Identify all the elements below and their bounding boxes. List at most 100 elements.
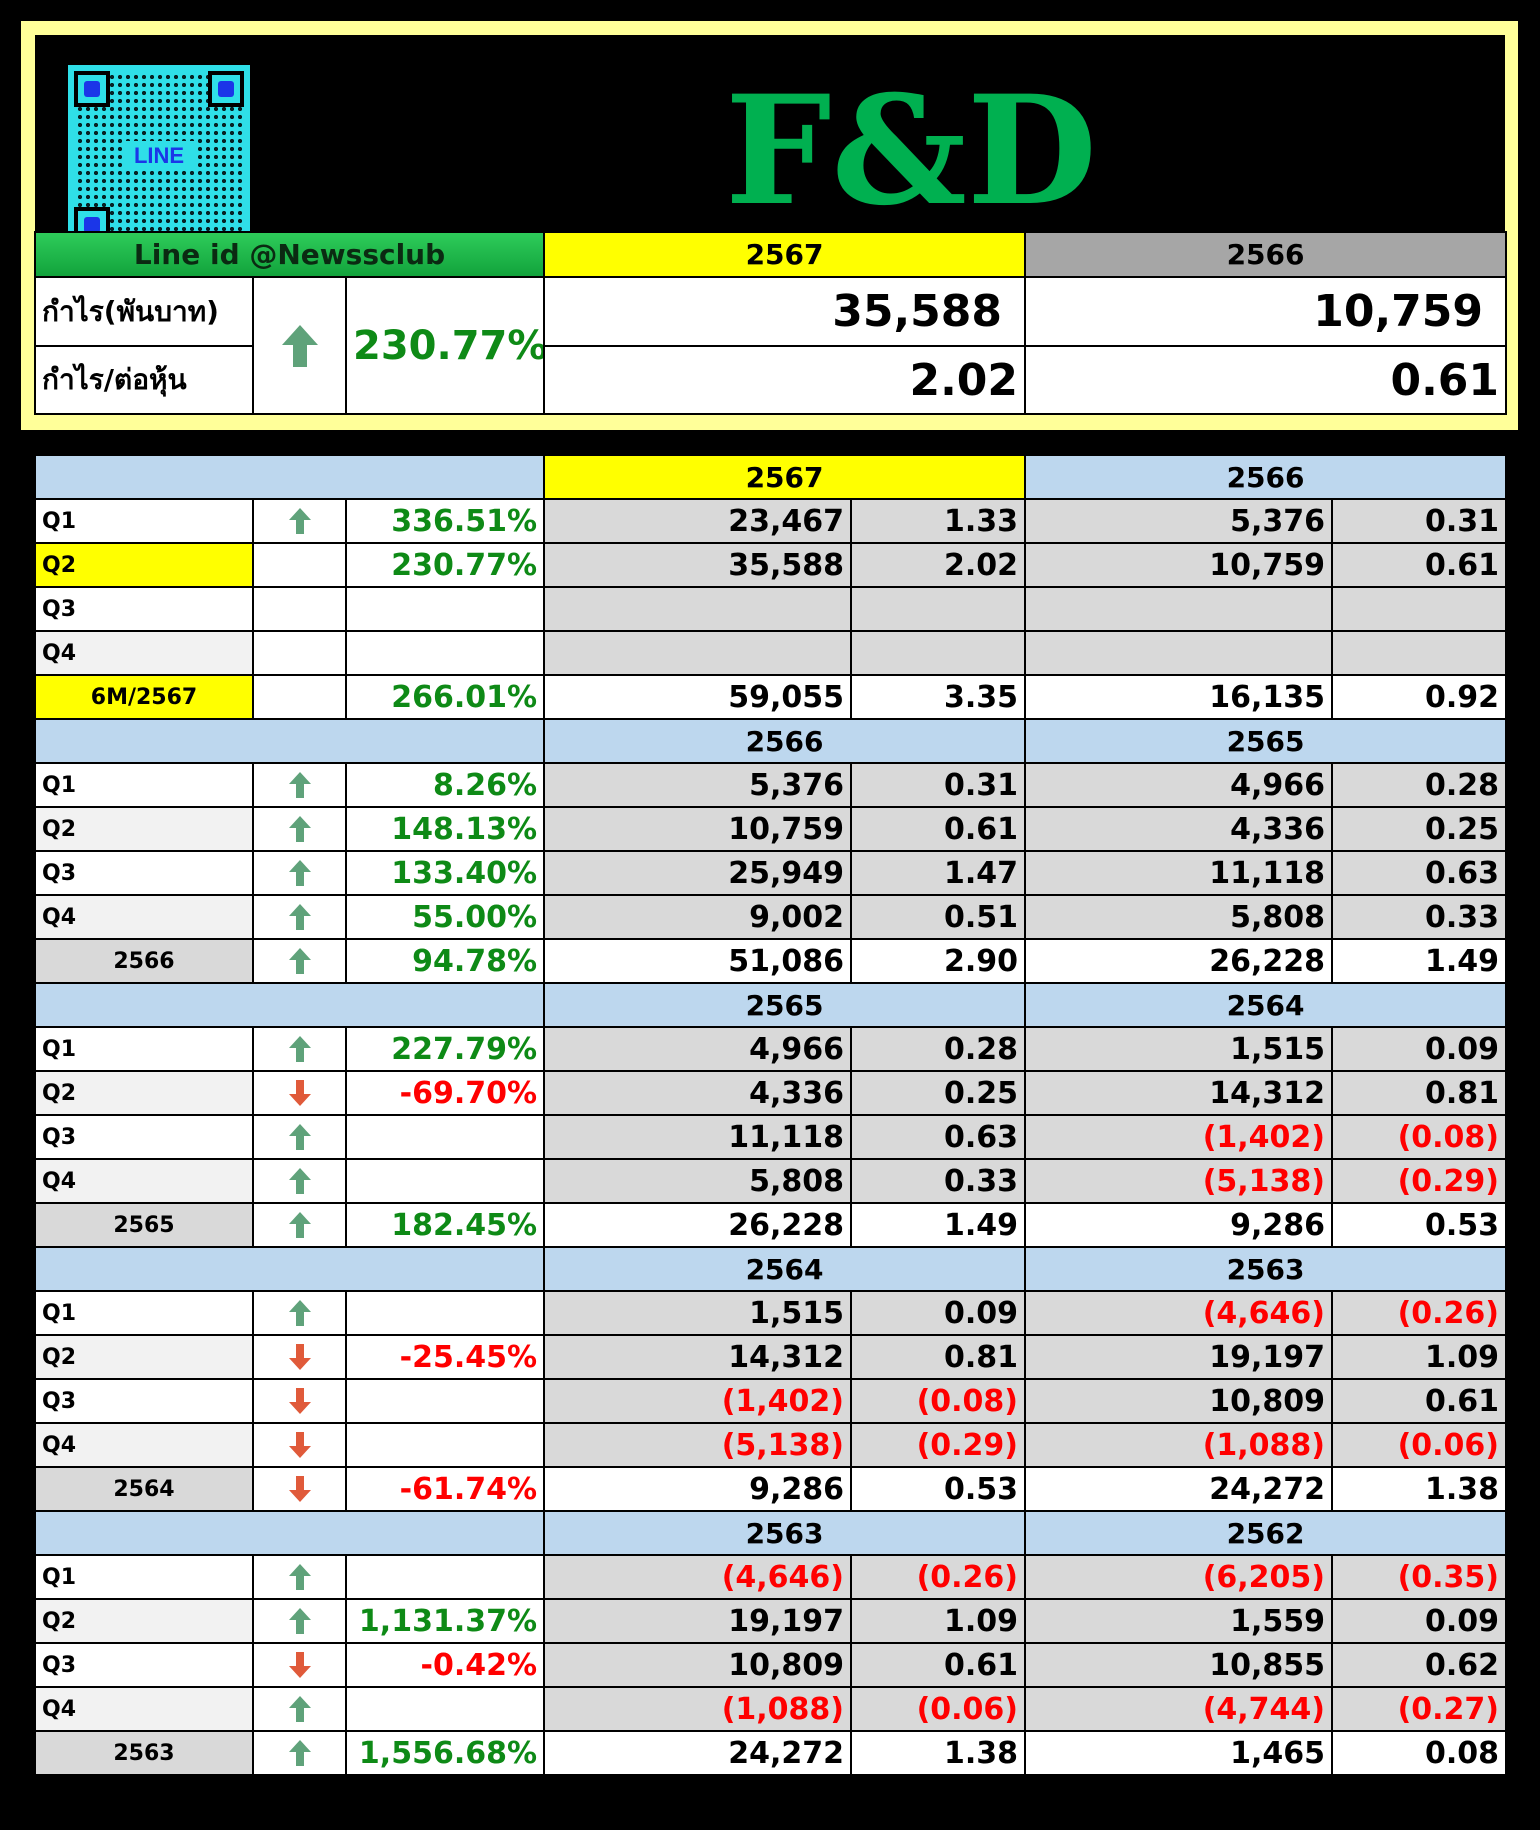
- arrow-down-icon: [288, 1080, 311, 1106]
- section-year-previous: 2563: [1024, 1246, 1508, 1292]
- eps-previous: [1331, 586, 1508, 632]
- trend-cell: [252, 1202, 347, 1248]
- profit-previous: 4,336: [1024, 806, 1334, 852]
- profit-current: 24,272: [543, 1730, 853, 1776]
- eps-current: 0.25: [850, 1070, 1027, 1116]
- trend-cell: [252, 1378, 347, 1424]
- change-percent: 1,131.37%: [344, 1598, 546, 1644]
- row-label: Q1: [34, 1026, 254, 1072]
- row-label: 2566: [34, 938, 254, 984]
- section-header-row: 2563 2562: [33, 1510, 1508, 1556]
- change-percent: 336.51%: [344, 498, 546, 544]
- eps-previous: 0.53: [1331, 1202, 1508, 1248]
- section-year-previous: 2564: [1024, 982, 1508, 1028]
- eps-previous: 0.61: [1331, 542, 1508, 588]
- profit-previous: (5,138): [1024, 1158, 1334, 1204]
- profit-previous: 1,559: [1024, 1598, 1334, 1644]
- change-percent: 55.00%: [344, 894, 546, 940]
- trend-cell: [252, 1026, 347, 1072]
- profit-current: 9,002: [543, 894, 853, 940]
- eps-current: [850, 630, 1027, 676]
- change-percent: 230.77%: [344, 542, 546, 588]
- profit-previous: [1024, 630, 1334, 676]
- row-label: Q1: [34, 1554, 254, 1600]
- profit-previous: 5,376: [1024, 498, 1334, 544]
- summary-year-current: 2567: [543, 231, 1027, 278]
- trend-cell: [252, 1114, 347, 1160]
- arrow-up-icon: [288, 1124, 311, 1150]
- profit-label: กำไร(พันบาท): [34, 276, 254, 347]
- change-percent: -69.70%: [344, 1070, 546, 1116]
- quarter-row: Q3 -0.42% 10,809 0.61 10,855 0.62: [34, 1642, 1508, 1688]
- summary-eps-current: 2.02: [543, 345, 1027, 415]
- arrow-down-icon: [288, 1344, 311, 1370]
- eps-current: 3.35: [850, 674, 1027, 720]
- trend-cell: [252, 938, 347, 984]
- profit-current: 11,118: [543, 1114, 853, 1160]
- section-year-current: 2567: [543, 454, 1027, 500]
- section-year-current: 2565: [543, 982, 1027, 1028]
- row-label: 6M/2567: [34, 674, 254, 720]
- change-percent: 94.78%: [344, 938, 546, 984]
- eps-previous: 0.63: [1331, 850, 1508, 896]
- profit-previous: (4,744): [1024, 1686, 1334, 1732]
- section-header-blank: [33, 1246, 546, 1292]
- profit-current: 51,086: [543, 938, 853, 984]
- eps-current: (0.06): [850, 1686, 1027, 1732]
- arrow-up-icon: [288, 1608, 311, 1634]
- profit-current: 14,312: [543, 1334, 853, 1380]
- eps-current: 0.61: [850, 806, 1027, 852]
- stock-logo: F&D: [725, 63, 1097, 239]
- trend-cell: [252, 1466, 347, 1512]
- row-label: 2563: [34, 1730, 254, 1776]
- summary-profit-previous: 10,759: [1024, 276, 1508, 347]
- line-qr-code[interactable]: LINE: [68, 65, 250, 249]
- row-label: Q4: [34, 630, 254, 676]
- profit-current: 19,197: [543, 1598, 853, 1644]
- trend-cell: [252, 1334, 347, 1380]
- arrow-up-icon: [288, 1564, 311, 1590]
- section-header-blank: [33, 454, 546, 500]
- profit-current: 59,055: [543, 674, 853, 720]
- row-label: Q4: [34, 1422, 254, 1468]
- arrow-up-icon: [288, 772, 311, 798]
- eps-previous: 0.25: [1331, 806, 1508, 852]
- eps-current: 2.90: [850, 938, 1027, 984]
- trend-cell: [252, 498, 347, 544]
- profit-current: (1,402): [543, 1378, 853, 1424]
- profit-current: [543, 586, 853, 632]
- section-year-previous: 2566: [1024, 454, 1508, 500]
- section-header-blank: [33, 982, 546, 1028]
- trend-cell: [252, 1290, 347, 1336]
- eps-previous: (0.08): [1331, 1114, 1508, 1160]
- eps-previous: 0.09: [1331, 1026, 1508, 1072]
- change-percent: [344, 630, 546, 676]
- eps-current: 0.61: [850, 1642, 1027, 1688]
- header-frame: LINE F&D: [21, 21, 1518, 430]
- row-label: Q3: [34, 1378, 254, 1424]
- profit-previous: 1,465: [1024, 1730, 1334, 1776]
- trend-cell: [252, 542, 347, 588]
- eps-previous: 0.09: [1331, 1598, 1508, 1644]
- change-percent: [344, 1158, 546, 1204]
- eps-previous: (0.26): [1331, 1290, 1508, 1336]
- arrow-up-icon: [281, 324, 318, 367]
- arrow-up-icon: [288, 1300, 311, 1326]
- eps-previous: 1.38: [1331, 1466, 1508, 1512]
- section-year-current: 2563: [543, 1510, 1027, 1556]
- trend-cell: [252, 762, 347, 808]
- eps-previous: (0.35): [1331, 1554, 1508, 1600]
- section-year-previous: 2562: [1024, 1510, 1508, 1556]
- change-percent: [344, 586, 546, 632]
- change-percent: [344, 1686, 546, 1732]
- quarterly-table: 2567 2566 Q1 336.51% 23,467 1.33 5,376 0.31 Q2 23…: [33, 454, 1508, 1776]
- profit-previous: (4,646): [1024, 1290, 1334, 1336]
- section-year-current: 2564: [543, 1246, 1027, 1292]
- section-header-row: 2566 2565: [33, 718, 1508, 764]
- row-label: Q2: [34, 542, 254, 588]
- row-label: Q2: [34, 1334, 254, 1380]
- change-percent: -25.45%: [344, 1334, 546, 1380]
- quarter-row: Q4 (5,138) (0.29) (1,088) (0.06): [34, 1422, 1508, 1468]
- change-percent: -61.74%: [344, 1466, 546, 1512]
- arrow-up-icon: [288, 1036, 311, 1062]
